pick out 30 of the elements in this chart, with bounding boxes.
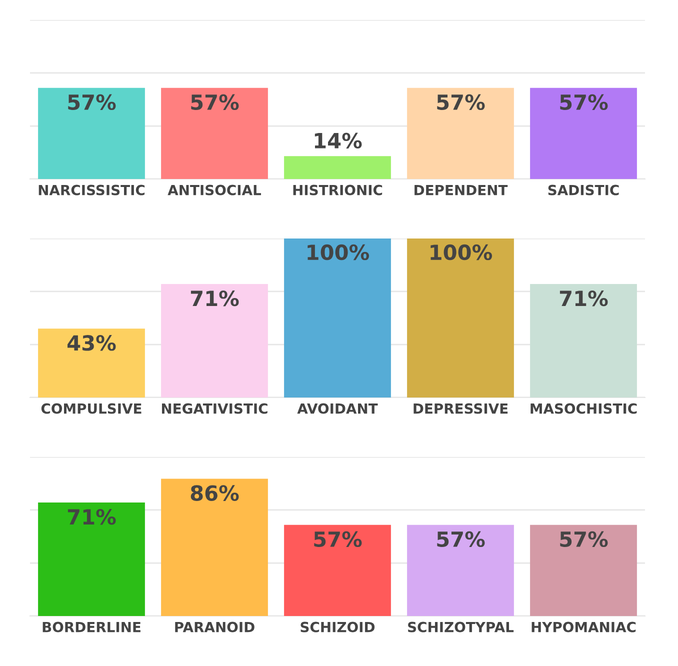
x-tick-label: DEPRESSIVE	[414, 403, 508, 414]
data-label: 57%	[314, 531, 362, 548]
data-label: 86%	[190, 485, 239, 501]
x-tick-label: NEGATIVISTIC	[162, 403, 268, 414]
x-tick-label: BORDERLINE	[42, 622, 140, 632]
x-tick-label: SADISTIC	[548, 184, 619, 196]
x-tick-label: HISTRIONIC	[293, 184, 382, 196]
x-tick-label: MASOCHISTIC	[530, 403, 637, 414]
data-label: 57%	[68, 94, 116, 110]
x-tick-label: NARCISSISTIC	[38, 184, 145, 196]
x-tick-label: AVOIDANT	[297, 403, 378, 414]
data-label: 100%	[430, 244, 492, 260]
x-tick-label: ANTISOCIAL	[168, 184, 262, 196]
x-tick-label: DEPENDENT	[414, 184, 508, 196]
x-tick-label: HYPOMANIAC	[532, 622, 636, 632]
data-label: 71%	[68, 509, 116, 525]
data-label: 100%	[308, 244, 370, 260]
data-label: 14%	[314, 132, 362, 149]
data-label: 57%	[437, 94, 485, 110]
data-label: 57%	[560, 94, 608, 110]
data-label: 43%	[68, 335, 116, 351]
x-tick-label: SCHIZOTYPAL	[408, 622, 514, 632]
data-label: 57%	[191, 94, 239, 110]
data-label: 57%	[437, 531, 485, 548]
x-tick-label: COMPULSIVE	[41, 403, 142, 414]
x-tick-label: PARANOID	[175, 622, 254, 632]
data-label: 71%	[560, 290, 608, 306]
data-label: 71%	[190, 290, 239, 306]
data-label: 57%	[560, 531, 608, 548]
x-tick-label: SCHIZOID	[300, 622, 375, 632]
